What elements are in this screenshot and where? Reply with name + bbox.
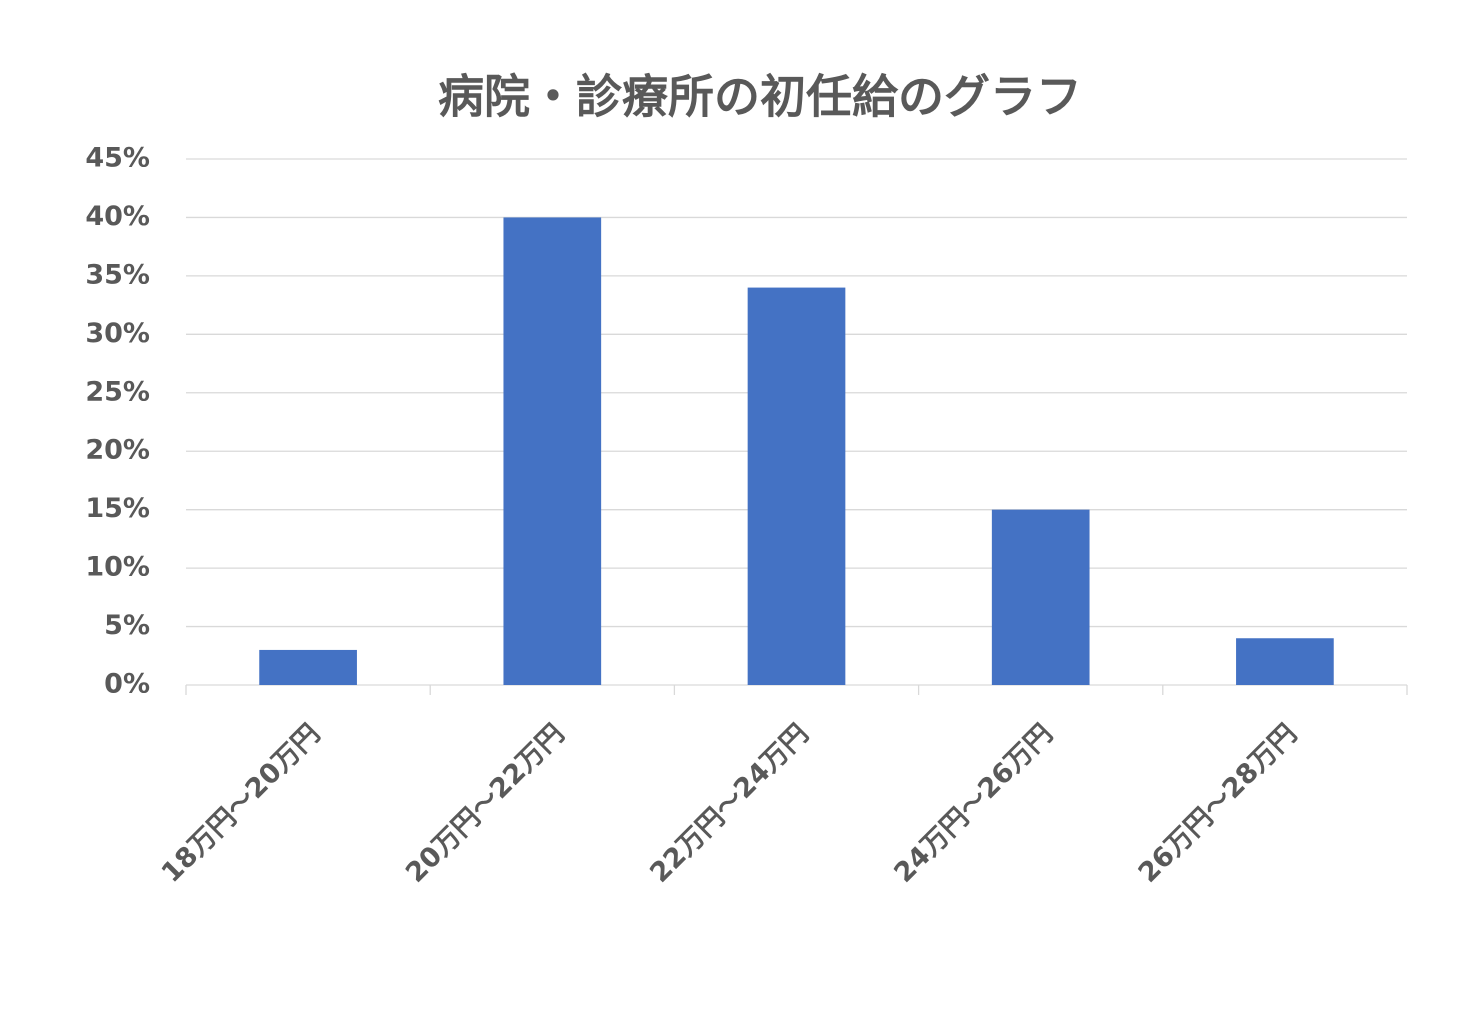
y-tick-label: 0% (104, 669, 150, 700)
y-tick-label: 45% (85, 143, 150, 174)
y-tick-label: 25% (85, 376, 150, 407)
bar (259, 649, 357, 685)
bar (1236, 638, 1334, 685)
bar (991, 509, 1090, 685)
chart-title: 病院・診療所の初任給のグラフ (438, 70, 1082, 124)
y-tick-label: 5% (104, 610, 150, 641)
bar (747, 287, 846, 685)
y-tick-label: 30% (85, 318, 150, 349)
y-tick-label: 15% (85, 493, 150, 524)
y-tick-label: 20% (85, 435, 150, 466)
y-tick-label: 35% (85, 259, 150, 290)
bar (503, 217, 602, 685)
y-tick-label: 10% (85, 552, 150, 583)
y-tick-label: 40% (85, 201, 150, 232)
